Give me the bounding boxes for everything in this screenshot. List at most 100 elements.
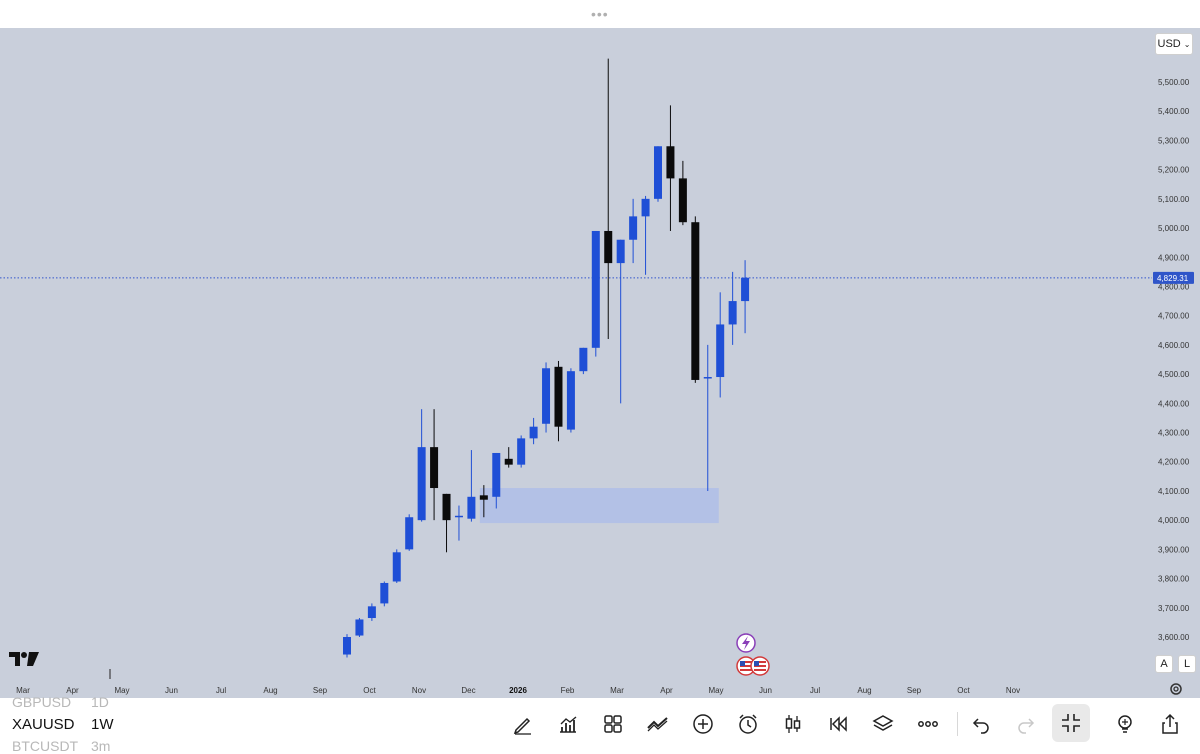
redo-icon[interactable] xyxy=(1011,709,1041,739)
candle[interactable] xyxy=(554,360,563,442)
symbol-timeframe: 1W xyxy=(91,716,114,733)
layers-icon[interactable] xyxy=(868,709,898,739)
gear-icon[interactable] xyxy=(1167,680,1185,703)
price-tick-label: 4,100.00 xyxy=(1158,487,1190,496)
time-tick-label: Jun xyxy=(165,686,178,695)
drag-handle[interactable]: ••• xyxy=(591,6,609,22)
time-tick-label: Apr xyxy=(660,686,673,695)
candle-body xyxy=(454,515,463,518)
candle-body xyxy=(579,347,588,372)
candle[interactable] xyxy=(654,146,662,202)
chevron-down-icon: ⌄ xyxy=(1183,39,1191,49)
candle[interactable] xyxy=(616,239,625,404)
top-bar: ••• xyxy=(0,0,1200,28)
candle-body xyxy=(417,447,426,521)
undo-icon[interactable] xyxy=(966,709,996,739)
price-tick-label: 3,900.00 xyxy=(1158,545,1190,554)
candle[interactable] xyxy=(517,435,526,468)
candle[interactable] xyxy=(529,417,538,445)
symbol-name: BTCUSDT xyxy=(12,738,79,754)
price-chart[interactable]: 5,500.00 5,400.00 5,300.00 5,200.00 5,100.00… xyxy=(0,28,1200,698)
candle-body xyxy=(591,230,600,348)
price-tick-label: 4,900.00 xyxy=(1158,253,1190,262)
time-tick-label: Dec xyxy=(461,686,475,695)
candle-body xyxy=(728,301,737,325)
us-flag-event-icon[interactable] xyxy=(750,656,770,676)
candle[interactable] xyxy=(728,271,737,345)
price-tick-label: 4,600.00 xyxy=(1158,341,1190,350)
auto-scale-button[interactable]: A xyxy=(1155,655,1173,673)
symbol-row-btcusdt[interactable]: BTCUSDT 3m xyxy=(12,738,110,754)
price-tick-label: 5,300.00 xyxy=(1158,136,1190,145)
candle[interactable] xyxy=(629,198,638,264)
candle[interactable] xyxy=(367,603,376,621)
candle[interactable] xyxy=(504,447,513,468)
candle[interactable] xyxy=(604,58,613,340)
candle[interactable] xyxy=(417,409,426,522)
candle[interactable] xyxy=(566,368,575,433)
candle-body xyxy=(703,377,712,379)
indicators-icon[interactable] xyxy=(553,709,583,739)
candle[interactable] xyxy=(442,493,451,553)
candle[interactable] xyxy=(741,260,750,334)
candle[interactable] xyxy=(492,452,501,509)
drawing-tools-icon[interactable] xyxy=(508,709,538,739)
exit-fullscreen-icon[interactable] xyxy=(1052,704,1090,742)
log-scale-button[interactable]: L xyxy=(1178,655,1196,673)
chart-area[interactable] xyxy=(0,28,1200,698)
symbol-row-xauusd[interactable]: XAUUSD 1W xyxy=(12,716,114,733)
layout-grid-icon[interactable] xyxy=(598,709,628,739)
candle[interactable] xyxy=(355,618,364,637)
time-tick-label: Oct xyxy=(957,686,970,695)
time-tick-label: Mar xyxy=(610,686,624,695)
candle-body xyxy=(367,606,376,619)
price-tick-label: 3,800.00 xyxy=(1158,575,1190,584)
candle-body xyxy=(392,552,401,582)
candle[interactable] xyxy=(454,505,463,541)
more-options-icon[interactable] xyxy=(913,709,943,739)
symbol-row-gbpusd[interactable]: GBPUSD 1D xyxy=(12,694,109,710)
candle-body xyxy=(741,277,750,302)
candlestick-icon[interactable] xyxy=(778,709,808,739)
candle[interactable] xyxy=(542,362,551,433)
candle[interactable] xyxy=(579,347,588,375)
currency-label: USD xyxy=(1157,38,1181,50)
candle[interactable] xyxy=(703,344,712,491)
candle[interactable] xyxy=(678,160,687,226)
tradingview-logo xyxy=(9,650,41,673)
candle[interactable] xyxy=(641,195,650,275)
alarm-clock-icon[interactable] xyxy=(733,709,763,739)
candle-body xyxy=(691,222,700,380)
candle[interactable] xyxy=(691,216,700,383)
add-symbol-icon[interactable] xyxy=(688,709,718,739)
candle[interactable] xyxy=(467,450,476,522)
replay-icon[interactable] xyxy=(823,709,853,739)
candle[interactable] xyxy=(430,409,439,521)
candle[interactable] xyxy=(479,485,488,518)
candle[interactable] xyxy=(392,549,401,583)
candle-body xyxy=(616,239,625,264)
current-price-label: 4,829.31 xyxy=(1157,274,1189,283)
candle-body xyxy=(479,495,488,500)
symbol-name: GBPUSD xyxy=(12,694,72,710)
candle-body xyxy=(629,216,638,240)
candle-body xyxy=(678,178,687,223)
candle-body xyxy=(716,324,725,378)
candle[interactable] xyxy=(591,230,600,357)
share-icon[interactable] xyxy=(1155,709,1185,739)
candle-body xyxy=(666,146,675,179)
compare-icon[interactable] xyxy=(643,709,673,739)
time-tick-label: Jul xyxy=(216,686,226,695)
candle[interactable] xyxy=(380,581,389,607)
event-flash-icon[interactable] xyxy=(736,633,756,653)
currency-dropdown[interactable]: USD ⌄ xyxy=(1155,33,1193,55)
candle-body xyxy=(467,496,476,519)
candle[interactable] xyxy=(666,105,675,231)
candle[interactable] xyxy=(716,292,725,398)
candle[interactable] xyxy=(405,514,414,551)
price-tick-label: 3,600.00 xyxy=(1158,633,1190,642)
ideas-lightbulb-icon[interactable] xyxy=(1110,709,1140,739)
candle[interactable] xyxy=(343,634,351,658)
current-price-badge xyxy=(1153,271,1194,284)
support-zone[interactable] xyxy=(479,488,719,524)
